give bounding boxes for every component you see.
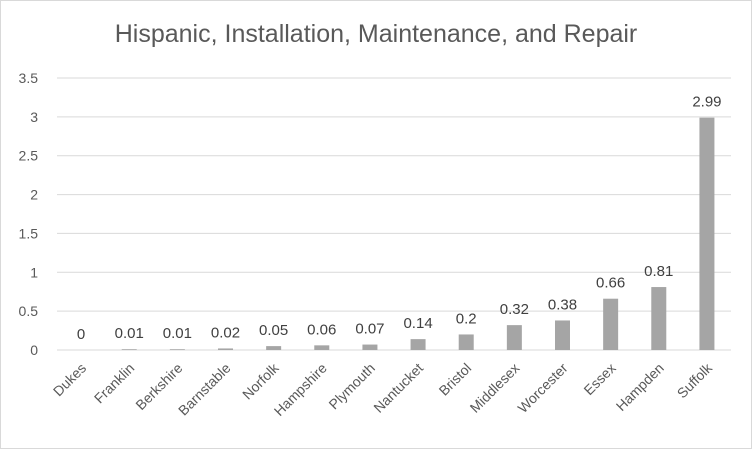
x-tick-label: Norfolk — [239, 359, 282, 402]
data-label: 0.01 — [115, 325, 144, 342]
bar — [218, 348, 233, 350]
gridlines — [57, 77, 731, 351]
bar — [699, 117, 715, 351]
x-tick-label: Hampden — [613, 360, 667, 414]
x-tick-label: Nantucket — [370, 360, 426, 416]
data-labels: 0 0.01 0.01 0.02 0.05 0.06 0.07 0.14 0.2 0.32 0.38… — [77, 94, 722, 343]
y-tick-label: 3 — [30, 109, 38, 125]
bar — [651, 287, 667, 350]
x-tick-label: Essex — [580, 360, 618, 398]
x-tick-label: Bristol — [436, 360, 475, 399]
x-tick-label: Dukes — [50, 360, 89, 399]
data-label: 0.66 — [596, 275, 625, 292]
data-label: 0.38 — [548, 296, 577, 313]
x-tick-label: Franklin — [91, 360, 138, 407]
x-tick-label: Middlesex — [467, 360, 523, 416]
bar — [506, 325, 522, 350]
bar — [555, 320, 570, 350]
bar — [362, 344, 378, 350]
x-tick-label: Hampshire — [271, 360, 330, 419]
bar — [458, 334, 474, 350]
y-axis-ticks: 0 0.5 1 1.5 2 2.5 3 3.5 — [19, 70, 39, 358]
y-tick-label: 0 — [30, 342, 38, 358]
chart-title: Hispanic, Installation, Maintenance, and… — [114, 20, 638, 48]
y-tick-label: 0.5 — [19, 303, 39, 319]
x-tick-label: Suffolk — [674, 359, 716, 401]
bar — [410, 339, 426, 350]
y-tick-label: 1 — [30, 264, 38, 280]
data-label: 0.14 — [403, 315, 432, 332]
data-label: 0.05 — [259, 322, 288, 339]
data-label: 0.01 — [163, 325, 192, 342]
data-label: 0.81 — [644, 263, 673, 280]
bar — [121, 349, 137, 350]
bar — [266, 346, 282, 350]
data-label: 0.02 — [211, 324, 240, 341]
data-label: 0 — [77, 326, 85, 343]
y-tick-label: 1.5 — [19, 225, 39, 241]
data-label: 0.07 — [355, 321, 384, 338]
data-label: 0.2 — [456, 310, 477, 327]
bars — [121, 117, 715, 351]
y-tick-label: 2.5 — [19, 148, 39, 164]
y-tick-label: 3.5 — [19, 70, 39, 86]
x-tick-label: Barnstable — [175, 360, 234, 419]
data-label: 0.32 — [500, 301, 529, 318]
y-tick-label: 2 — [30, 187, 38, 203]
data-label: 0.06 — [307, 321, 336, 338]
bar — [314, 345, 330, 350]
bar — [603, 298, 619, 350]
bar — [169, 349, 185, 350]
data-label: 2.99 — [692, 94, 721, 111]
x-tick-label: Worcester — [514, 360, 570, 416]
